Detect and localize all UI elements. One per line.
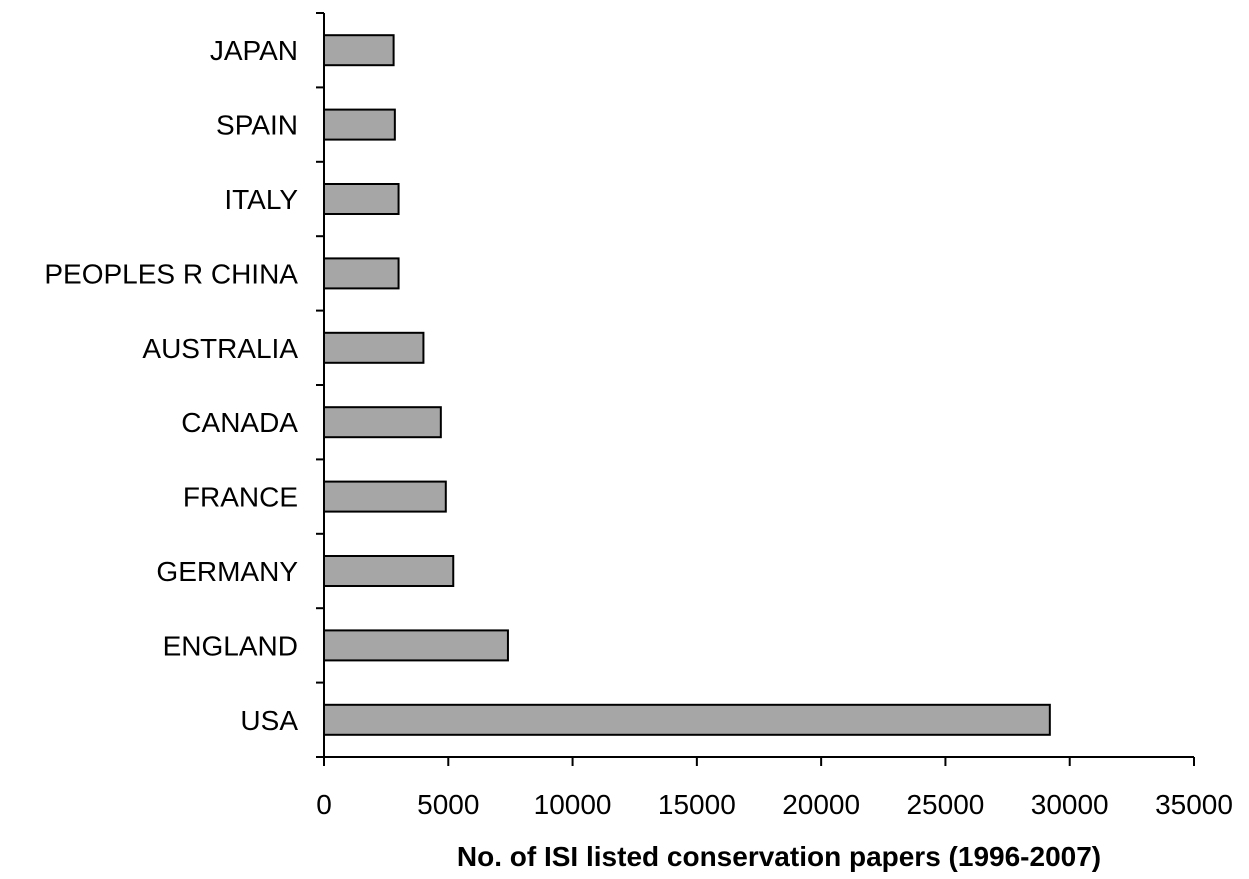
bar-england	[323, 629, 509, 662]
bar-germany	[323, 555, 455, 587]
bar-france	[323, 480, 447, 513]
x-tick-label: 10000	[534, 789, 612, 820]
bar-canada	[323, 406, 442, 439]
x-ticks: 0 5000 10000 15000 20000 25000 30000 35000	[316, 757, 1233, 820]
category-label: JAPAN	[210, 35, 298, 66]
x-tick-label: 25000	[906, 789, 984, 820]
category-label: PEOPLES R CHINA	[44, 258, 298, 289]
bar-peoples-r-china	[323, 257, 400, 290]
bar-usa	[323, 703, 1051, 736]
category-label: GERMANY	[156, 556, 298, 587]
x-tick-label: 15000	[658, 789, 736, 820]
bar-australia	[323, 331, 425, 364]
category-labels: USA ENGLAND GERMANY FRANCE CANADA AUSTRALIA PE…	[44, 35, 298, 736]
bar-spain	[323, 108, 396, 141]
x-tick-label: 20000	[782, 789, 860, 820]
bar-japan	[323, 34, 395, 67]
bars-layer	[323, 34, 1051, 736]
x-tick-label: 30000	[1031, 789, 1109, 820]
category-label: SPAIN	[216, 110, 298, 141]
category-label: FRANCE	[183, 482, 298, 513]
category-label: ITALY	[224, 184, 298, 215]
x-tick-label: 5000	[417, 789, 479, 820]
category-label: ENGLAND	[163, 630, 298, 661]
category-label: USA	[240, 705, 298, 736]
x-tick-label: 0	[316, 789, 332, 820]
category-label: AUSTRALIA	[142, 333, 298, 364]
bar-italy	[323, 183, 400, 215]
x-tick-label: 35000	[1155, 789, 1233, 820]
category-label: CANADA	[181, 407, 298, 438]
x-axis-title: No. of ISI listed conservation papers (1…	[457, 841, 1101, 872]
axes-layer	[316, 12, 1194, 758]
